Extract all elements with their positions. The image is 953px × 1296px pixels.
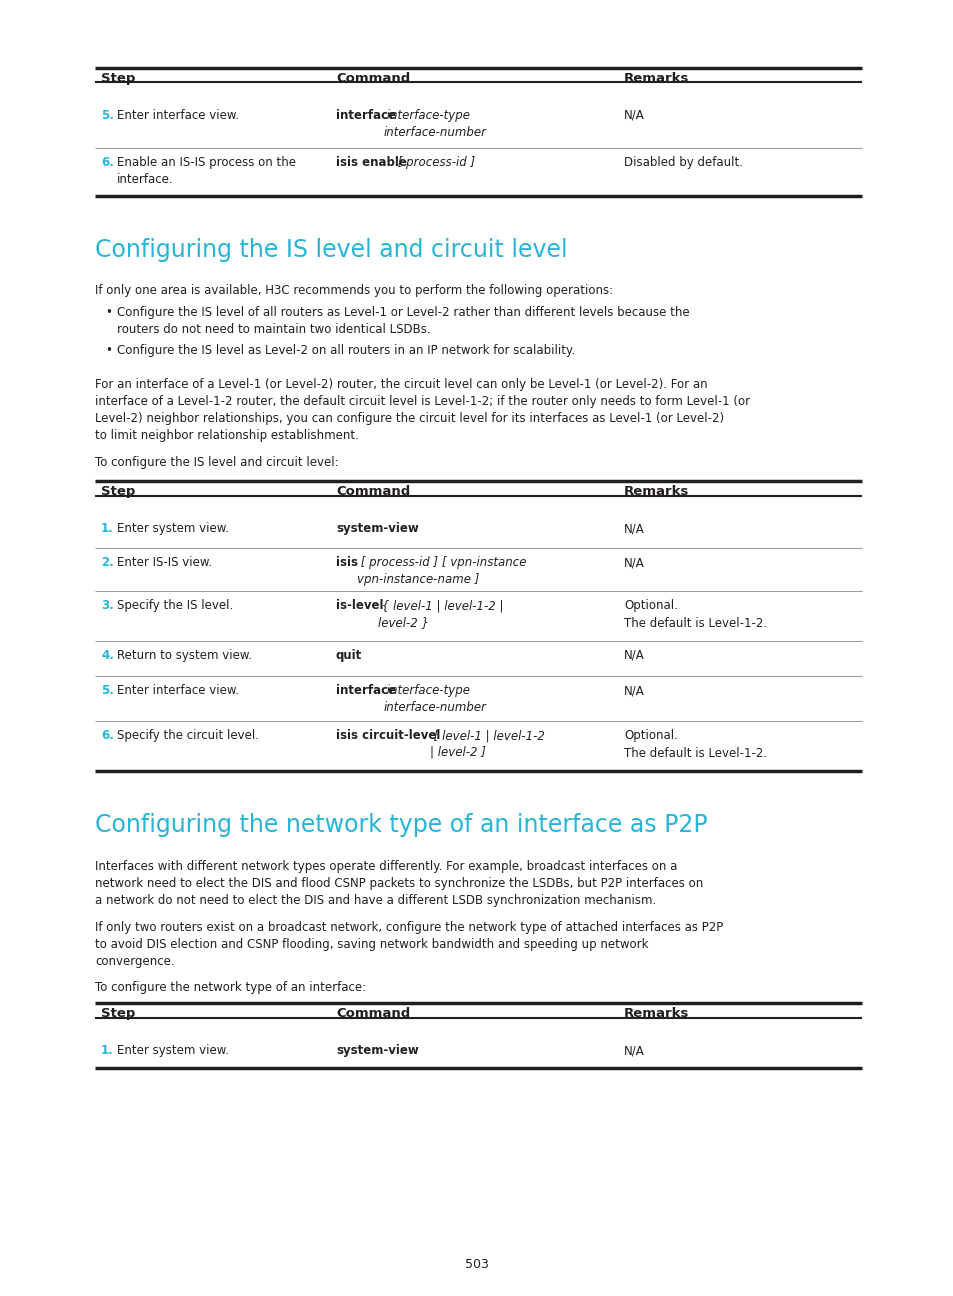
Text: [ level-1 | level-1-2
| level-2 ]: [ level-1 | level-1-2 | level-2 ] [430,728,545,759]
Text: interface: interface [335,109,395,122]
Text: 503: 503 [464,1257,489,1270]
Text: interface-type
interface-number: interface-type interface-number [383,109,486,139]
Text: 1.: 1. [101,1045,113,1058]
Text: system-view: system-view [335,522,418,535]
Text: Command: Command [335,1007,410,1020]
Text: Enter interface view.: Enter interface view. [117,684,239,697]
Text: interface: interface [335,684,395,697]
Text: Configure the IS level as Level-2 on all routers in an IP network for scalabilit: Configure the IS level as Level-2 on all… [117,343,575,356]
Text: N/A: N/A [623,684,644,697]
Text: isis enable: isis enable [335,156,406,168]
Text: isis circuit-level: isis circuit-level [335,728,440,743]
Text: Enable an IS-IS process on the
interface.: Enable an IS-IS process on the interface… [117,156,295,187]
Text: { level-1 | level-1-2 |
level-2 }: { level-1 | level-1-2 | level-2 } [377,599,503,629]
Text: If only one area is available, H3C recommends you to perform the following opera: If only one area is available, H3C recom… [95,284,613,297]
Text: N/A: N/A [623,649,644,662]
Text: •: • [105,306,112,319]
Text: Specify the IS level.: Specify the IS level. [117,599,233,612]
Text: Optional.
The default is Level-1-2.: Optional. The default is Level-1-2. [623,728,766,759]
Text: 4.: 4. [101,649,113,662]
Text: 6.: 6. [101,156,113,168]
Text: Command: Command [335,485,410,498]
Text: Command: Command [335,73,410,86]
Text: Interfaces with different network types operate differently. For example, broadc: Interfaces with different network types … [95,861,702,907]
Text: Enter IS-IS view.: Enter IS-IS view. [117,556,212,569]
Text: Configuring the IS level and circuit level: Configuring the IS level and circuit lev… [95,238,567,262]
Text: To configure the IS level and circuit level:: To configure the IS level and circuit le… [95,456,338,469]
Text: 3.: 3. [101,599,113,612]
Text: N/A: N/A [623,522,644,535]
Text: Enter interface view.: Enter interface view. [117,109,239,122]
Text: Remarks: Remarks [623,73,689,86]
Text: Optional.
The default is Level-1-2.: Optional. The default is Level-1-2. [623,599,766,630]
Text: To configure the network type of an interface:: To configure the network type of an inte… [95,981,366,994]
Text: 1.: 1. [101,522,113,535]
Text: interface-type
interface-number: interface-type interface-number [383,684,486,714]
Text: Remarks: Remarks [623,1007,689,1020]
Text: N/A: N/A [623,556,644,569]
Text: If only two routers exist on a broadcast network, configure the network type of : If only two routers exist on a broadcast… [95,921,722,968]
Text: Step: Step [101,1007,135,1020]
Text: [ process-id ] [ vpn-instance
vpn-instance-name ]: [ process-id ] [ vpn-instance vpn-instan… [356,556,526,586]
Text: isis: isis [335,556,357,569]
Text: Configure the IS level of all routers as Level-1 or Level-2 rather than differen: Configure the IS level of all routers as… [117,306,689,336]
Text: 5.: 5. [101,109,113,122]
Text: Enter system view.: Enter system view. [117,1045,229,1058]
Text: 5.: 5. [101,684,113,697]
Text: For an interface of a Level-1 (or Level-2) router, the circuit level can only be: For an interface of a Level-1 (or Level-… [95,378,749,442]
Text: [ process-id ]: [ process-id ] [394,156,475,168]
Text: is-level: is-level [335,599,383,612]
Text: Step: Step [101,73,135,86]
Text: Remarks: Remarks [623,485,689,498]
Text: system-view: system-view [335,1045,418,1058]
Text: Enter system view.: Enter system view. [117,522,229,535]
Text: •: • [105,343,112,356]
Text: N/A: N/A [623,1045,644,1058]
Text: 6.: 6. [101,728,113,743]
Text: Step: Step [101,485,135,498]
Text: Return to system view.: Return to system view. [117,649,252,662]
Text: 2.: 2. [101,556,113,569]
Text: Disabled by default.: Disabled by default. [623,156,742,168]
Text: N/A: N/A [623,109,644,122]
Text: quit: quit [335,649,362,662]
Text: Configuring the network type of an interface as P2P: Configuring the network type of an inter… [95,813,707,837]
Text: Specify the circuit level.: Specify the circuit level. [117,728,258,743]
